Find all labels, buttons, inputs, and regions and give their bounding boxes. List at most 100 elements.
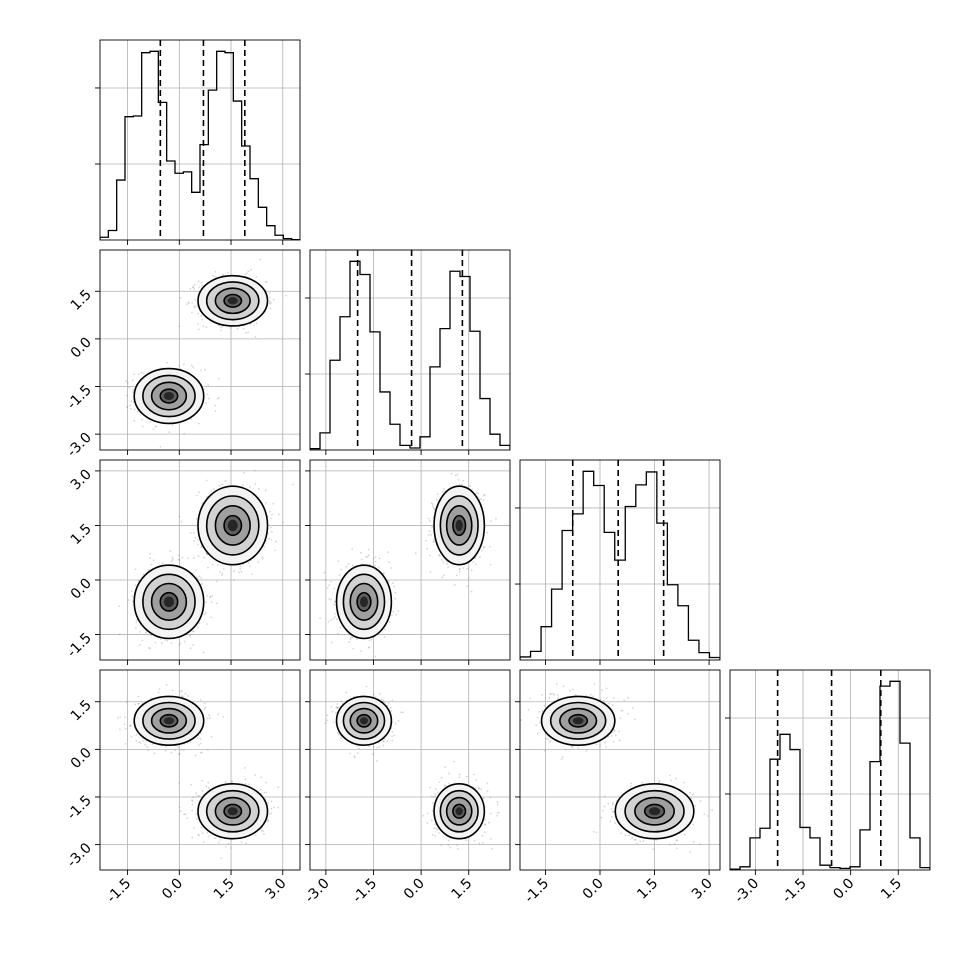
scatter-point [222,273,224,276]
scatter-point [206,553,208,556]
scatter-point [201,284,204,287]
scatter-point [178,558,181,561]
scatter-point [178,325,181,328]
scatter-point [123,723,126,726]
scatter-point [352,647,355,650]
scatter-point [198,422,200,425]
scatter-point [200,281,203,284]
scatter-point [385,661,387,663]
scatter-point [118,605,120,608]
scatter-point [151,743,154,746]
scatter-point [269,526,272,529]
contour-line [445,505,473,546]
scatter-point [131,379,134,382]
histogram-step-line [730,680,930,870]
scatter-point [193,283,196,286]
scatter-point [186,695,189,697]
scatter-point [427,534,430,536]
scatter-point [189,531,192,534]
scatter-point [470,569,473,572]
y-tick-label: -3.0 [64,430,95,461]
scatter-point [330,580,332,583]
scatter-point [179,690,182,693]
scatter-point [171,558,174,561]
scatter-point [461,483,463,486]
scatter-point [414,552,417,555]
scatter-point [148,646,151,649]
scatter-point [263,545,266,548]
y-tick-label: 1.5 [68,287,95,314]
scatter-point [324,579,326,581]
scatter-point [190,418,192,421]
scatter-point [391,582,394,585]
contours [133,485,269,640]
scatter-point [134,703,137,706]
scatter-point [195,517,198,520]
scatter-point [240,570,243,573]
scatter-point [446,562,448,565]
scatter-point [166,361,168,364]
scatter-point [207,397,210,400]
scatter-point [199,742,202,745]
scatter-point [177,558,180,561]
x-tick-label: 0.0 [830,876,857,903]
scatter-point [182,749,185,751]
scatter-point [249,323,252,325]
scatter-point [221,572,224,575]
scatter-point [145,631,147,634]
scatter-point [479,556,481,558]
histogram-step-line [100,50,300,240]
scatter-point [474,557,477,559]
contour-line [197,485,269,566]
scatter-point [366,555,369,558]
grid [100,40,300,240]
scatter-point [124,716,126,719]
scatter-point [197,323,199,325]
scatter-point [191,311,193,314]
scatter-point [118,633,121,636]
scatter-point [195,494,198,497]
scatter-point [164,638,167,641]
scatter-point [257,488,260,490]
scatter-point [431,526,433,528]
scatter-point [178,515,181,518]
scatter-point [390,614,393,617]
scatter-point [150,634,153,637]
scatter-point [144,743,147,746]
scatter-point [370,638,373,641]
contour-line [159,591,179,612]
scatter-point [270,530,273,533]
contour-line [159,388,179,404]
scatter-point [146,745,148,748]
scatter-point [142,740,144,742]
y-tick-label: 1.5 [68,521,95,548]
scatter-point [137,373,140,376]
scatter-point [139,643,141,646]
scatter-point [249,268,252,271]
scatter-point [184,692,187,695]
scatter-point [174,749,177,752]
x-tick-label: -1.5 [779,876,810,907]
scatter-point [272,502,275,505]
scatter-point [201,582,204,585]
scatter-point [135,621,138,624]
scatter-point [192,288,195,290]
scatter-point [215,580,218,583]
scatter-point [441,576,444,579]
scatter-point [268,300,271,303]
scatter-point [254,336,257,338]
scatter-point [392,610,395,613]
scatter-point [178,364,181,367]
scatter-point [139,741,142,744]
scatter-point [147,568,150,571]
scatter-point [349,638,352,641]
scatter-point [458,568,461,570]
scatter-point [442,490,444,493]
scatter-point [126,381,129,384]
scatter-point [210,490,213,492]
scatter-point [148,557,151,560]
scatter-point [204,369,206,371]
scatter-point [469,485,472,487]
scatter-point [182,363,185,366]
